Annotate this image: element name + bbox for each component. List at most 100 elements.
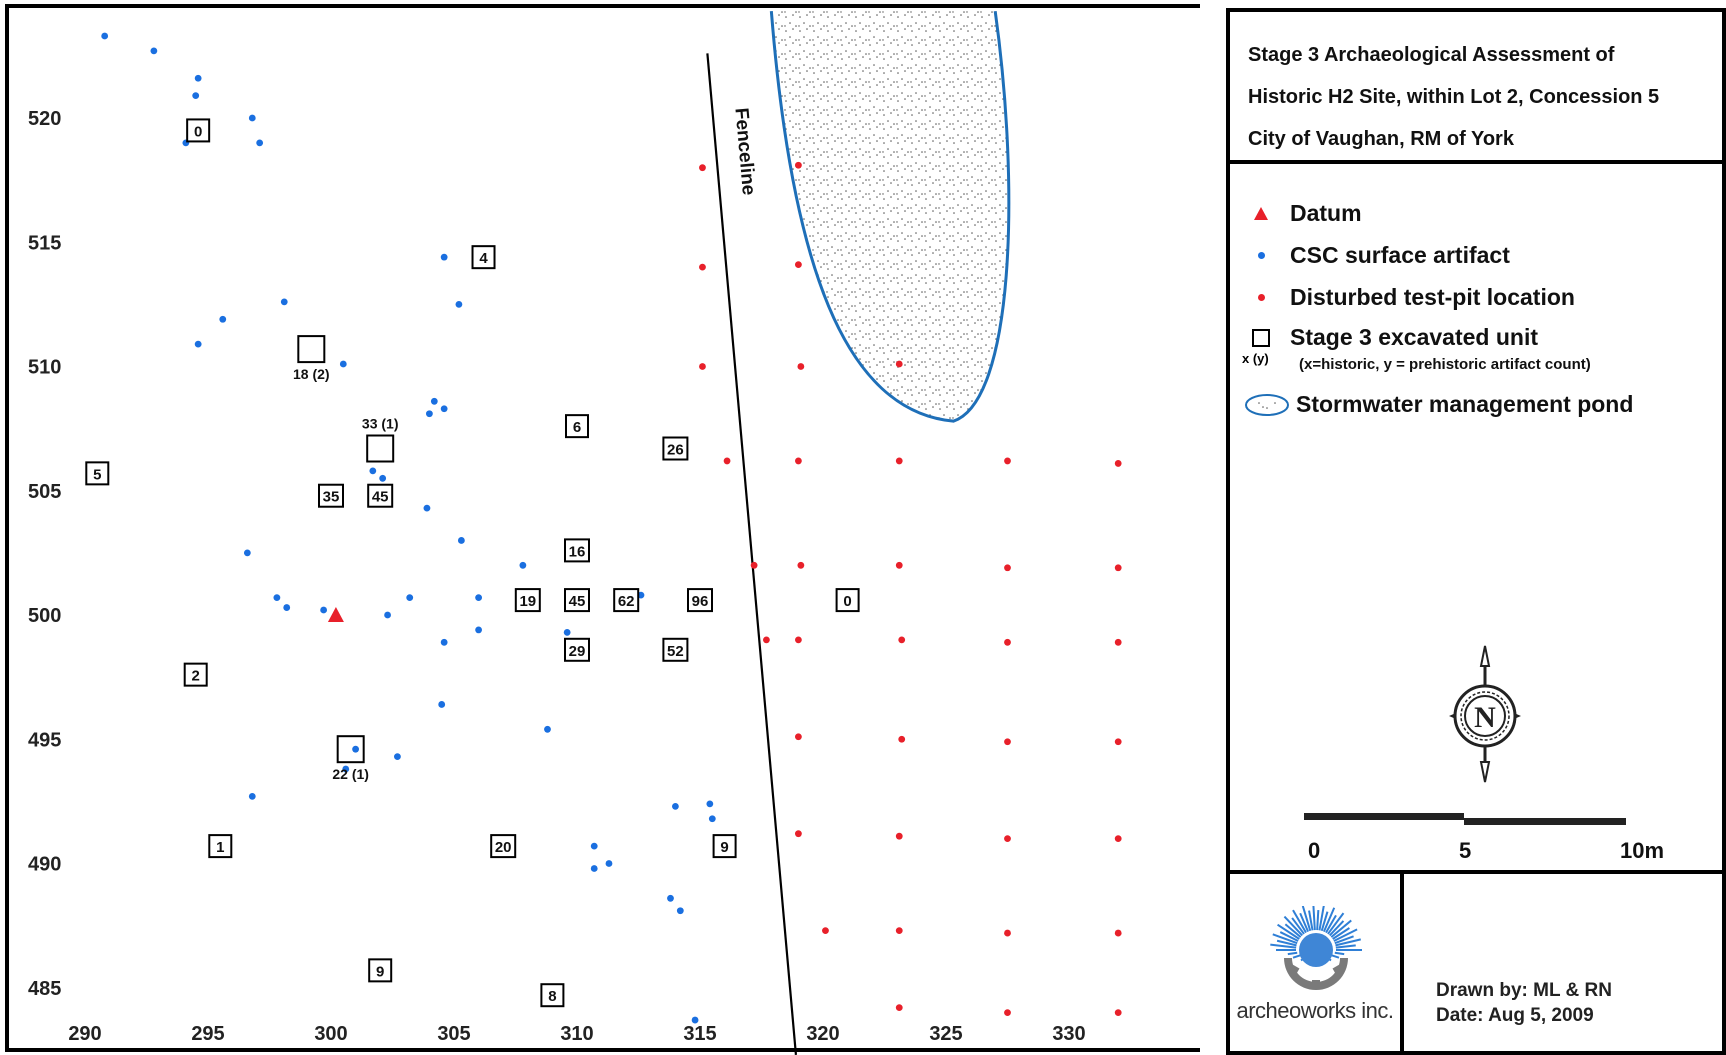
test-pit-point [898,636,906,644]
x-tick-label: 310 [560,1023,593,1045]
csc-artifact-point [706,800,714,808]
title-block: Stage 3 Archaeological Assessment of His… [1226,8,1726,164]
csc-artifact-point [192,92,200,100]
test-pit-point [1004,457,1011,465]
csc-artifact-point [590,865,598,872]
excavated-unit [613,588,640,613]
pond-fill [771,11,1009,422]
csc-artifact-point [708,815,716,823]
excavated-unit-count: 35 [323,489,340,506]
scale-bar [1304,813,1626,825]
excavated-unit [687,588,713,613]
test-pit-point [797,561,805,569]
excavated-unit [318,483,344,508]
y-tick-label: 500 [28,605,61,627]
test-pit-point [1004,929,1011,937]
scale-label-5: 5 [1459,838,1472,863]
legend-unit-label: Stage 3 excavated unit [1290,324,1538,350]
fence-line [706,53,798,1055]
test-pit-point [699,164,706,172]
excavated-unit-large [366,434,395,463]
csc-artifact-point [605,860,613,867]
excavated-unit-large [297,335,326,364]
excavated-unit [564,637,590,662]
test-pit-point [895,927,903,934]
legend-csc: CSC surface artifact [1250,242,1510,269]
test-pit-point [895,360,903,368]
test-pit-point [1004,738,1011,746]
excavated-unit-caption: 18 (2) [293,366,330,382]
y-tick-label: 490 [28,854,61,876]
x-tick-label: 305 [437,1023,470,1045]
title-line-3: City of Vaughan, RM of York [1248,128,1514,150]
test-pit-point [822,927,829,934]
datum-marker [327,607,344,622]
test-pit-point [1114,564,1122,572]
svg-text:N: N [1474,701,1496,734]
csc-artifact-point [194,340,202,348]
csc-artifact-point [563,628,571,636]
excavated-unit [514,588,541,613]
csc-artifact-point [280,298,288,306]
test-pit-point [763,636,770,644]
logo-panel: archeoworks inc. [1226,870,1404,1055]
test-pit-point [795,733,802,741]
test-pit-point [795,161,802,169]
csc-artifact-point [544,725,551,733]
csc-artifact-point [440,405,448,413]
excavated-unit [368,958,393,983]
csc-artifact-point [384,611,391,619]
csc-artifact-point [637,591,645,599]
csc-artifact-point [369,467,377,475]
legend-datum: Datum [1250,200,1362,227]
test-pit-point [1114,460,1122,467]
excavated-unit [565,414,589,439]
test-pit-point [1114,835,1122,843]
logo-text: archeoworks inc. [1236,998,1394,1023]
test-pit-point [1004,835,1011,843]
test-pit-point [895,1004,903,1012]
excavated-unit-count: 0 [194,123,202,140]
csc-artifact-point [194,74,202,82]
y-tick-label: 505 [28,481,61,503]
y-tick-label: 520 [28,108,61,130]
excavated-unit-count: 20 [495,839,512,856]
test-pit-point [1114,738,1122,746]
test-pit-point [1114,638,1122,646]
excavated-unit-count: 9 [720,839,728,856]
csc-artifact-point [519,561,527,569]
test-pit-point [1114,1009,1122,1016]
excavated-unit-count: 2 [192,668,200,685]
excavated-unit-count: 29 [569,643,586,660]
excavated-unit [186,118,211,143]
excavated-unit [183,662,208,687]
csc-artifact-point [440,253,448,261]
csc-artifact-point [406,594,414,602]
legend-unit: x (y) Stage 3 excavated unit [1242,324,1538,366]
excavated-unit [540,983,565,1008]
excavated-unit-count: 4 [479,250,488,267]
x-tick-label: 315 [683,1023,716,1045]
legend-pond: Stormwater management pond [1244,391,1633,418]
csc-artifact-point [339,360,347,368]
csc-artifact-point [440,638,448,646]
test-pit-point [895,457,903,465]
csc-artifact-point [676,907,684,915]
csc-artifact-point [455,300,463,308]
excavated-unit [471,245,496,270]
csc-artifact-point [320,606,328,614]
x-tick-label: 300 [314,1023,347,1045]
legend-test-pit-label: Disturbed test-pit location [1290,284,1575,310]
north-arrow-icon: N [1449,645,1521,783]
excavated-unit-count: 16 [569,543,586,560]
test-pit-dot-icon [1257,294,1265,301]
test-pit-point [1004,564,1011,572]
test-pit-point [895,561,903,569]
x-tick-label: 330 [1052,1023,1085,1045]
csc-artifact-point [430,397,438,405]
credits-panel: Drawn by: ML & RN Date: Aug 5, 2009 [1400,870,1726,1055]
test-pit-point [750,561,758,569]
excavated-unit-count: 19 [519,593,536,610]
excavated-unit [564,588,590,613]
scale-label-0: 0 [1308,838,1321,863]
